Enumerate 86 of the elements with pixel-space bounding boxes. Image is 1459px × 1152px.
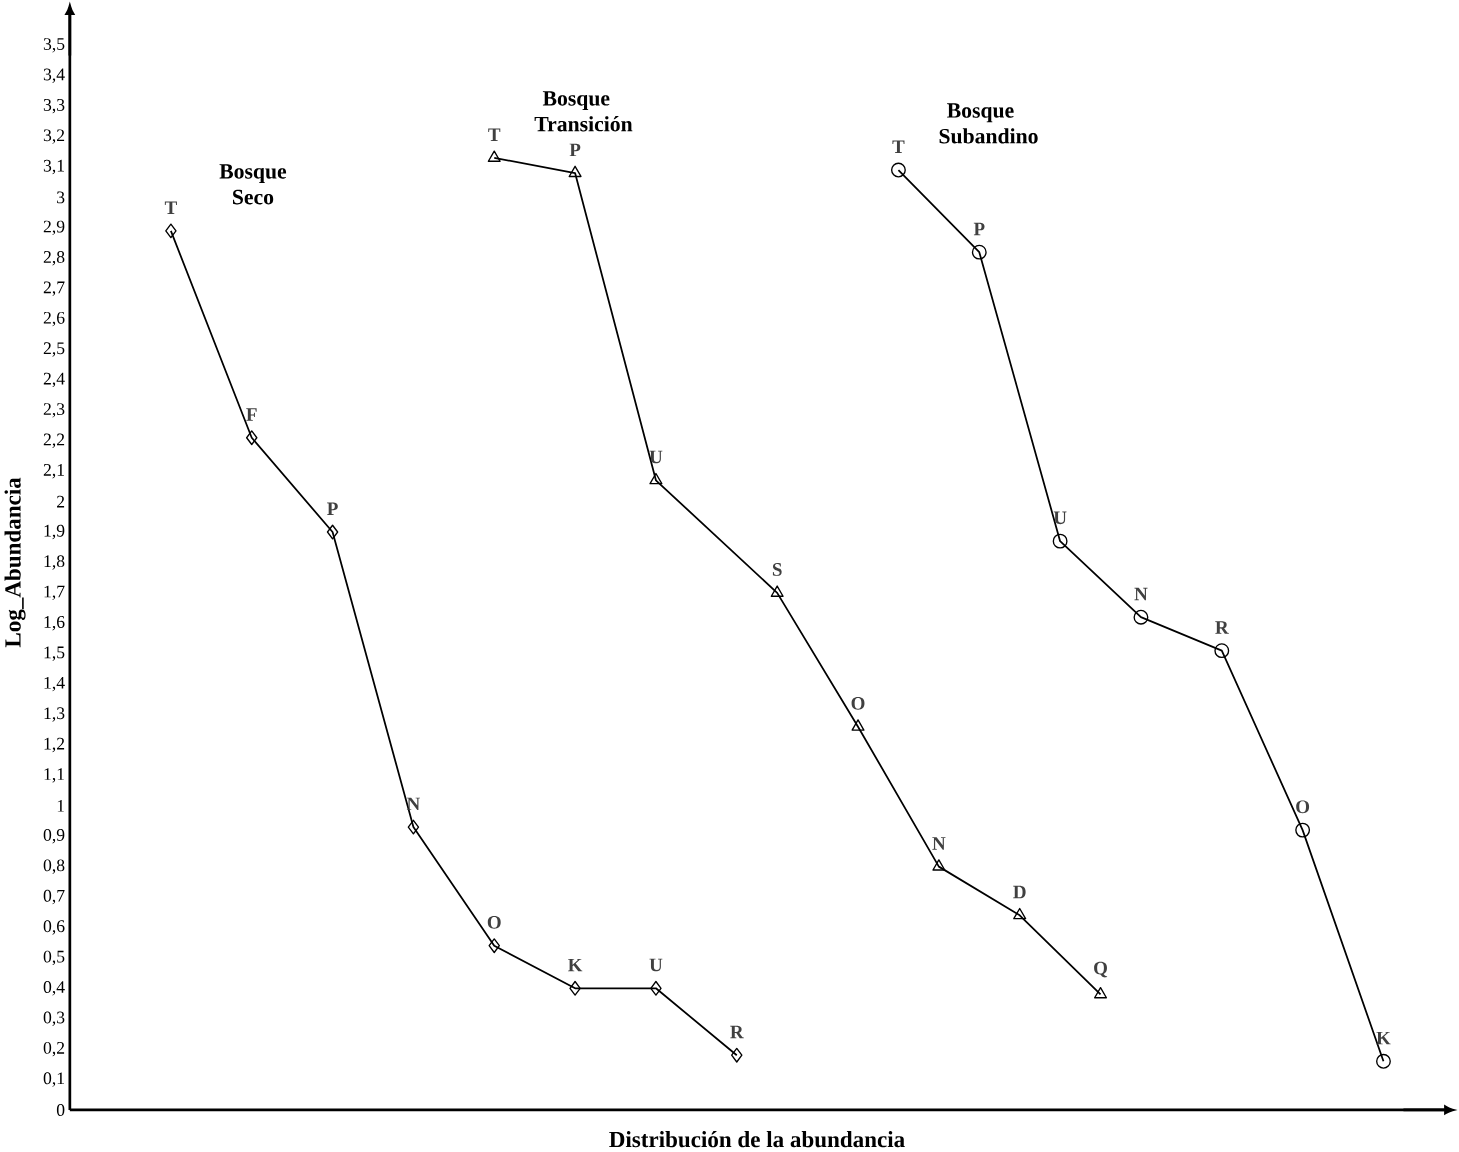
data-label: F: [246, 408, 257, 421]
point: [407, 819, 420, 835]
x-axis-title: Distribución de la abundancia: [609, 1131, 905, 1148]
data-label: N: [406, 797, 421, 811]
y-tick-label: 1,7: [44, 585, 65, 601]
y-tick-label: 3,4: [43, 68, 65, 84]
point: [731, 1047, 743, 1063]
y-tick-label: 1,3: [44, 707, 65, 722]
data-label: U: [1053, 511, 1067, 525]
point: [326, 524, 339, 540]
y-tick-label: 1,9: [44, 524, 65, 540]
y-tick-label: 0,6: [43, 920, 65, 935]
point: [568, 165, 582, 178]
data-label: N: [1134, 587, 1148, 601]
y-tick-label: 2,3: [43, 403, 65, 418]
data-label: O: [1296, 800, 1310, 814]
y-tick-label: 2,9: [43, 220, 65, 236]
y-tick-label: 2,8: [43, 251, 65, 266]
point: [569, 980, 581, 996]
data-label: N: [932, 837, 946, 850]
point: [971, 244, 987, 260]
y-tick-label: 2,7: [43, 281, 65, 296]
point: [487, 150, 501, 163]
point: [1013, 907, 1027, 920]
y-tick-label: 0,2: [43, 1042, 65, 1057]
y-tick-label: 1,2: [44, 737, 65, 753]
series-label: Bosque Subandino: [939, 103, 1038, 144]
point: [851, 719, 865, 731]
point: [650, 980, 662, 996]
y-tick-label: 0,1: [43, 1072, 64, 1087]
y-tick-label: 1,1: [44, 768, 64, 783]
y-tick-label: 1,4: [44, 677, 65, 692]
data-label: U: [649, 958, 663, 972]
y-tick-label: 0,5: [43, 950, 65, 966]
point: [245, 430, 258, 446]
point: [1133, 609, 1149, 625]
point: [932, 859, 946, 871]
data-label: K: [1376, 1031, 1391, 1045]
y-tick-label: 3,3: [43, 99, 65, 114]
point: [1093, 987, 1108, 999]
data-label: O: [487, 916, 501, 929]
y-tick-label: 1,6: [44, 616, 65, 631]
point: [890, 162, 906, 178]
data-label: Q: [1094, 961, 1108, 978]
data-label: P: [569, 143, 581, 157]
point: [649, 472, 663, 485]
y-tick-label: 2,5: [43, 342, 65, 357]
y-tick-label: 0,7: [43, 889, 65, 905]
data-label: K: [568, 958, 583, 972]
y-tick-label: 1,5: [44, 646, 65, 661]
point: [1214, 643, 1230, 659]
point: [165, 223, 177, 239]
data-label: P: [973, 222, 985, 236]
y-tick-label: 2: [57, 495, 65, 508]
y-tick-label: 3: [57, 191, 65, 204]
y-tick-label: 0,8: [43, 859, 65, 874]
data-label: T: [488, 128, 501, 141]
data-label: D: [1013, 885, 1026, 899]
y-tick-label: 0: [56, 1104, 65, 1116]
point: [1052, 533, 1068, 549]
y-tick-label: 3,5: [43, 38, 65, 53]
y-tick-label: 2,1: [43, 464, 64, 479]
y-tick-label: 0,3: [43, 1011, 65, 1027]
series-label: Bosque Transición: [534, 91, 633, 132]
data-label: O: [851, 697, 865, 710]
data-label: P: [327, 502, 338, 516]
y-axis-title: Log_Abundancia: [4, 477, 26, 648]
y-tick-label: 0,9: [43, 829, 65, 844]
data-label: T: [892, 140, 905, 154]
point: [488, 938, 501, 954]
data-label: R: [1215, 621, 1229, 634]
data-label: S: [772, 563, 782, 576]
y-tick-label: 3,2: [43, 129, 65, 144]
y-tick-label: 3,1: [43, 159, 64, 175]
y-tick-label: 2,4: [43, 372, 65, 388]
data-label: T: [164, 201, 177, 214]
text: Bosque Seco: [219, 164, 287, 205]
y-tick-label: 2,6: [43, 311, 65, 327]
y-tick-label: 0,4: [43, 981, 65, 996]
y-tick-label: 2,2: [43, 433, 65, 449]
y-tick-label: 1: [57, 800, 64, 812]
data-label: R: [730, 1025, 744, 1039]
y-tick-label: 1,8: [44, 555, 65, 570]
point: [1376, 1053, 1391, 1069]
point: [1295, 822, 1311, 838]
point: [770, 585, 784, 597]
